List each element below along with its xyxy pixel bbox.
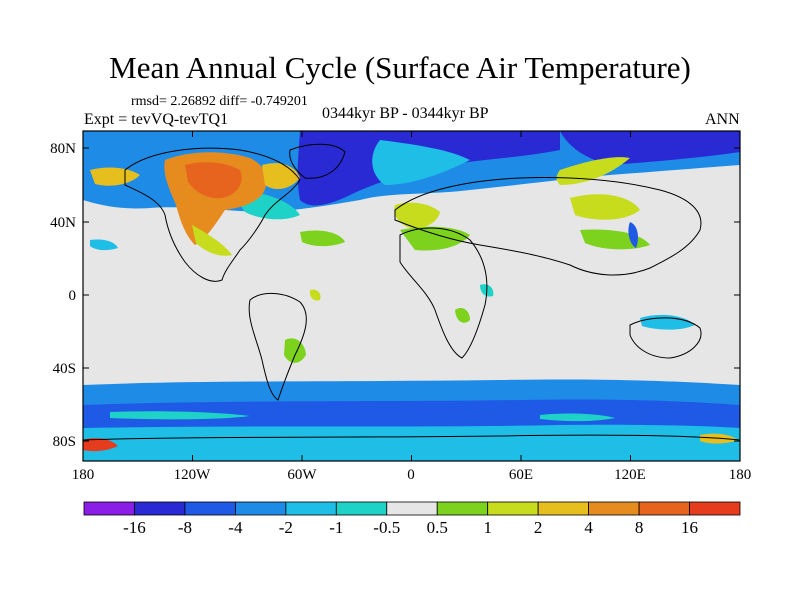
lon-label-180-right: 180: [728, 467, 752, 483]
colorbar-label: -8: [177, 518, 192, 537]
colorbar-swatch: [487, 501, 539, 516]
experiment-label: Expt = tevVQ-tevTQ1: [84, 111, 229, 128]
colorbar-label: 1: [483, 518, 492, 537]
colorbar-swatch: [83, 501, 135, 516]
colorbar-label: -16: [123, 518, 146, 537]
colorbar-swatch: [335, 501, 388, 516]
period-label: 0344kyr BP - 0344kyr BP: [322, 105, 489, 122]
colorbar-swatch: [537, 501, 590, 516]
colorbar-label: -0.5: [373, 518, 401, 537]
colorbar-swatch: [638, 501, 690, 516]
lon-label-0: 0: [407, 467, 415, 483]
colorbar-label: 16: [681, 518, 699, 537]
lat-label-40n: 40N: [50, 215, 76, 231]
colorbar-swatch: [234, 501, 287, 516]
lon-label-180-left: 180: [71, 467, 95, 483]
colorbar: [83, 501, 741, 516]
colorbar-label: 8: [634, 518, 644, 537]
plot-title: Mean Annual Cycle (Surface Air Temperatu…: [109, 50, 691, 85]
lat-label-40s: 40S: [52, 361, 76, 377]
colorbar-swatch: [689, 501, 741, 516]
lon-label-120e: 120E: [614, 467, 646, 483]
lon-label-60w: 60W: [287, 467, 317, 483]
colorbar-swatch: [184, 501, 236, 516]
lat-label-80n: 80N: [50, 141, 76, 157]
lon-label-120w: 120W: [173, 467, 211, 483]
map-field: [83, 131, 740, 461]
season-label: ANN: [705, 111, 740, 128]
coastlines: [83, 143, 740, 441]
colorbar-label: 0.5: [426, 518, 448, 537]
axis-ticks: [82, 131, 741, 461]
colorbar-label: -1: [329, 518, 344, 537]
southern-ocean-anomaly: [83, 379, 740, 461]
colorbar-swatch: [588, 501, 640, 516]
lon-label-60e: 60E: [508, 467, 534, 483]
colorbar-label: -2: [278, 518, 293, 537]
north-america-anomaly: [164, 152, 300, 256]
colorbar-swatch: [134, 501, 186, 516]
colorbar-swatch: [436, 501, 489, 516]
colorbar-label: 4: [584, 518, 593, 537]
eurasia-anomaly: [90, 194, 650, 251]
stats-annotation: rmsd= 2.26892 diff= -0.749201: [131, 94, 308, 109]
lat-label-0: 0: [68, 288, 77, 304]
colorbar-label: -4: [228, 518, 243, 537]
colorbar-label: 2: [533, 518, 543, 537]
colorbar-swatch: [285, 501, 337, 516]
lat-label-80s: 80S: [52, 434, 76, 450]
colorbar-swatch: [386, 501, 438, 516]
